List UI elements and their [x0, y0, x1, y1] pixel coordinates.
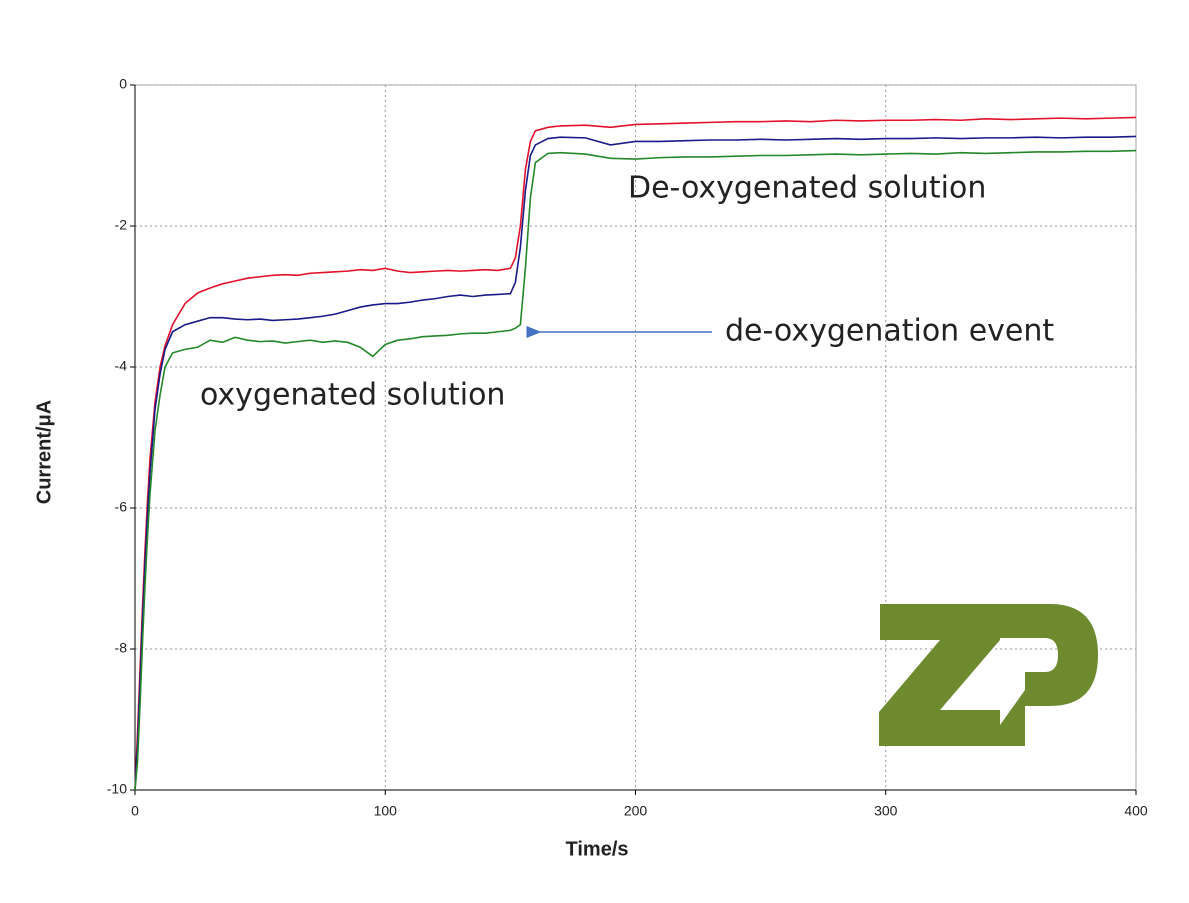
y-tick-label: -4 [115, 358, 128, 374]
annotation: oxygenated solution [200, 378, 505, 413]
y-tick-label: -6 [115, 499, 128, 515]
y-tick-label: 0 [119, 76, 127, 92]
annotation: De-oxygenated solution [628, 171, 986, 206]
x-tick-label: 300 [874, 803, 898, 819]
y-tick-label: -10 [107, 781, 127, 797]
x-tick-label: 0 [131, 803, 139, 819]
data-line [134, 149, 1137, 791]
x-tick-label: 200 [624, 803, 648, 819]
logo [879, 604, 1098, 746]
y-tick-label: -8 [115, 640, 128, 656]
x-axis-title: Time/s [566, 838, 629, 860]
x-tick-label: 400 [1124, 803, 1148, 819]
data-line [134, 135, 1137, 791]
x-tick-label: 100 [374, 803, 398, 819]
data-line [134, 116, 1137, 791]
annotation: de-oxygenation event [725, 314, 1054, 349]
y-tick-label: -2 [115, 217, 128, 233]
y-axis-title: Current/μA [33, 400, 55, 504]
